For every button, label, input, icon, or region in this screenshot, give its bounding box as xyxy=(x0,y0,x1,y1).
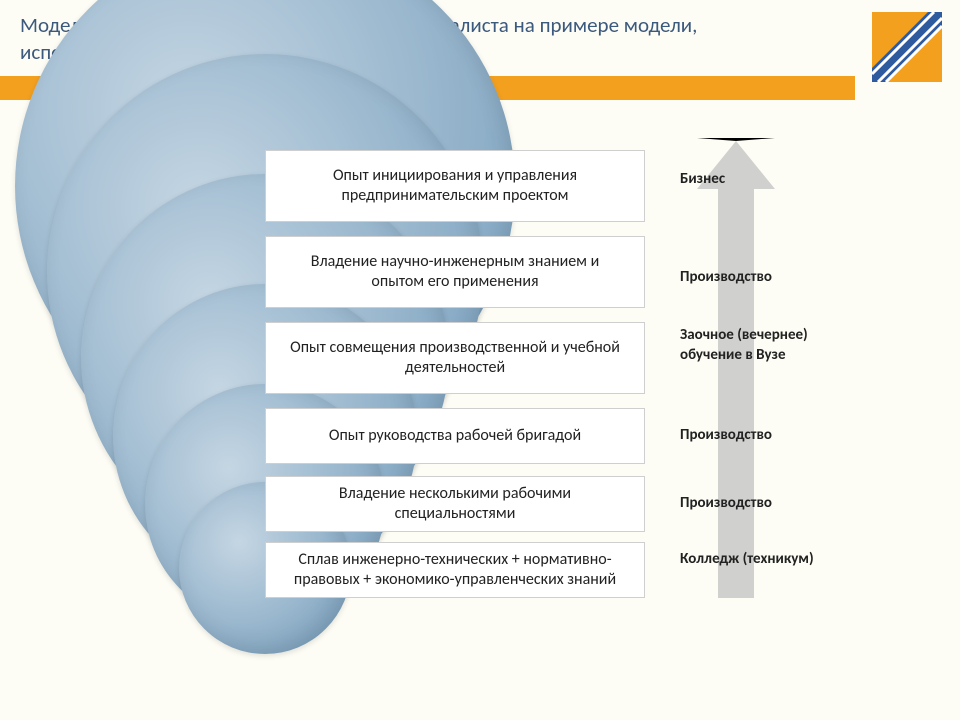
diagram-area: Опыт инициирования и управления предприн… xyxy=(0,140,960,700)
competency-box-4: Владение несколькими рабочими специально… xyxy=(265,476,645,532)
competency-box-2: Опыт совмещения производственной и учебн… xyxy=(265,322,645,394)
stage-label-5: Колледж (техникум) xyxy=(680,550,860,570)
logo xyxy=(872,12,942,82)
competency-box-5: Сплав инженерно-технических + нормативно… xyxy=(265,542,645,598)
stage-label-2: Заочное (вечернее) обучение в Вузе xyxy=(680,326,860,365)
stage-label-1: Производство xyxy=(680,268,860,288)
stage-label-0: Бизнес xyxy=(680,170,860,190)
stage-label-3: Производство xyxy=(680,426,860,446)
progress-arrow-shaft xyxy=(718,186,754,598)
stage-label-4: Производство xyxy=(680,494,860,514)
competency-box-1: Владение научно-инженерным знанием и опы… xyxy=(265,236,645,308)
competency-box-0: Опыт инициирования и управления предприн… xyxy=(265,150,645,222)
competency-box-3: Опыт руководства рабочей бригадой xyxy=(265,408,645,464)
